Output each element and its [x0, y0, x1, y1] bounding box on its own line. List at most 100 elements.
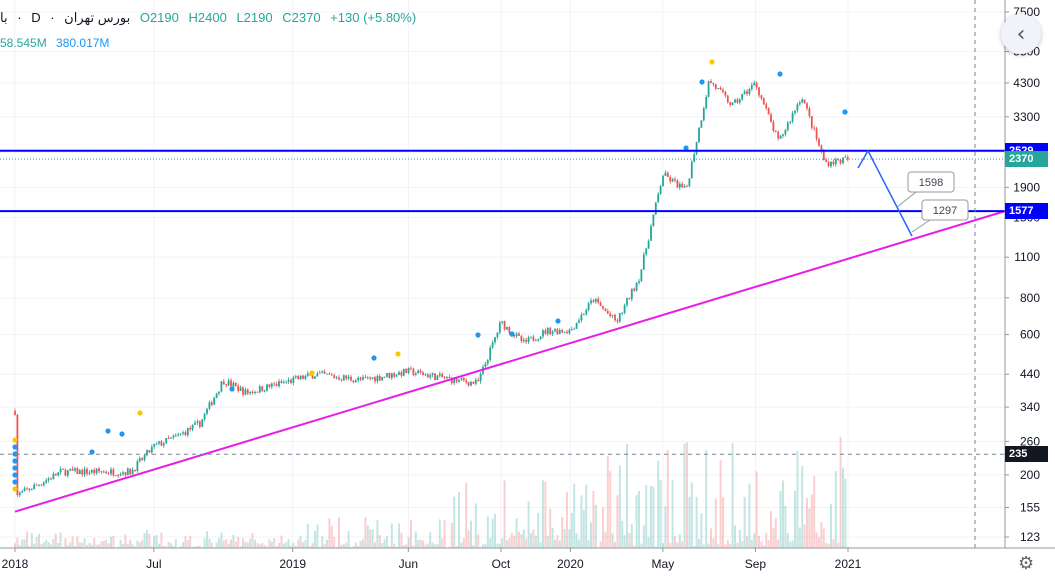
- candle-body: [230, 380, 232, 387]
- volume-bar: [635, 495, 638, 548]
- candle-body: [141, 458, 144, 460]
- volume-bar: [580, 495, 583, 548]
- time-tick-label: Jul: [146, 557, 161, 571]
- candle-body: [57, 472, 60, 476]
- candle-body: [707, 81, 710, 97]
- volume-bar: [328, 518, 331, 548]
- volume-bar: [76, 536, 79, 548]
- volume-bar: [270, 541, 273, 548]
- candle-body: [268, 384, 271, 387]
- volume-bar: [491, 519, 494, 548]
- candle-body: [770, 114, 772, 122]
- candle-body: [62, 468, 64, 470]
- candle-body: [237, 385, 240, 391]
- candle-body: [777, 131, 780, 139]
- volume-bar: [297, 539, 300, 548]
- price-tick-label: 800: [1020, 291, 1040, 305]
- legend-header: با · D · بورس تهران O2190 H2400 L2190 C2…: [0, 10, 422, 26]
- volume-bar: [503, 480, 506, 548]
- volume-bar: [278, 543, 280, 548]
- volume-bar: [215, 542, 218, 548]
- volume-bar: [537, 512, 540, 548]
- candle-body: [189, 427, 192, 430]
- candle-body: [239, 387, 242, 391]
- volume-bar: [398, 523, 400, 548]
- candle-body: [587, 303, 590, 311]
- volume-bar: [489, 538, 492, 548]
- volume-bar: [167, 541, 170, 548]
- candle-body: [674, 178, 676, 181]
- candle-body: [390, 373, 393, 378]
- candle-body: [532, 336, 535, 341]
- candle-body: [678, 183, 681, 188]
- candle-body: [683, 186, 686, 188]
- signal-marker: [119, 431, 125, 437]
- volume-value-2: 380.017M: [56, 36, 110, 50]
- volume-bar: [410, 519, 412, 548]
- candle-body: [710, 81, 712, 83]
- candle-body: [666, 172, 669, 177]
- price-tick-label: 1900: [1013, 180, 1040, 194]
- candle-body: [455, 377, 458, 382]
- candle-body: [263, 390, 266, 392]
- volume-bar: [162, 546, 165, 548]
- candle-body: [736, 99, 739, 103]
- scroll-back-button[interactable]: ‹: [1001, 14, 1041, 54]
- interval-label[interactable]: D: [31, 10, 41, 25]
- volume-bar: [35, 536, 38, 548]
- price-axis[interactable]: 7500550043003300250019001500110080060044…: [1004, 0, 1040, 548]
- candle-body: [438, 373, 441, 376]
- volume-bar: [47, 542, 50, 548]
- volume-bar: [470, 520, 472, 548]
- candle-body: [275, 384, 278, 387]
- volume-bar: [662, 543, 664, 548]
- candle-body: [182, 432, 184, 434]
- volume-bar: [842, 467, 844, 548]
- candle-body: [618, 313, 621, 322]
- price-tick-label: 155: [1020, 500, 1040, 514]
- candle-body: [100, 471, 103, 473]
- candle-body: [294, 376, 297, 378]
- volume-bar: [364, 517, 367, 548]
- candle-body: [508, 326, 511, 334]
- candle-body: [537, 338, 540, 341]
- gear-icon[interactable]: ⚙: [1018, 553, 1035, 574]
- candle-body: [426, 374, 429, 378]
- signal-marker: [12, 472, 18, 478]
- volume-bar: [815, 532, 818, 548]
- candle-body: [184, 432, 187, 436]
- time-tick-label: Sep: [745, 557, 767, 571]
- candle-body: [549, 327, 552, 334]
- candle-body: [93, 469, 96, 474]
- volume-bar: [54, 533, 57, 548]
- candle-body: [695, 142, 698, 155]
- price-tick-label: 3300: [1013, 110, 1040, 124]
- volume-bar: [590, 522, 592, 548]
- price-annotation[interactable]: 1297: [911, 199, 969, 233]
- symbol-separator-2: ·: [50, 10, 55, 25]
- volume-bar: [400, 532, 403, 548]
- candle-body: [422, 372, 424, 376]
- volume-bar: [669, 542, 672, 548]
- price-annotation[interactable]: 1598: [895, 171, 955, 209]
- drawing-lines: 1598 1297: [0, 0, 1006, 548]
- candle-body: [165, 437, 168, 444]
- volume-bar: [693, 545, 696, 548]
- candle-body: [290, 379, 292, 383]
- symbol-name[interactable]: بورس تهران: [64, 10, 131, 25]
- volume-bar: [134, 546, 136, 548]
- candle-body: [292, 377, 295, 383]
- candle-body: [513, 334, 516, 337]
- candle-body: [208, 402, 211, 409]
- time-axis[interactable]: 2018 Jul 2019 Jun Oct 2020 May Sep 2021: [0, 547, 1055, 571]
- volume-bar: [578, 539, 580, 548]
- volume-bar: [786, 533, 789, 548]
- candle-body: [179, 433, 182, 435]
- projection-path[interactable]: [857, 149, 913, 237]
- support-trendline[interactable]: [14, 210, 1006, 513]
- candle-body: [486, 359, 489, 364]
- candle-body: [832, 161, 835, 165]
- candle-body: [345, 375, 348, 379]
- candle-body: [414, 373, 417, 376]
